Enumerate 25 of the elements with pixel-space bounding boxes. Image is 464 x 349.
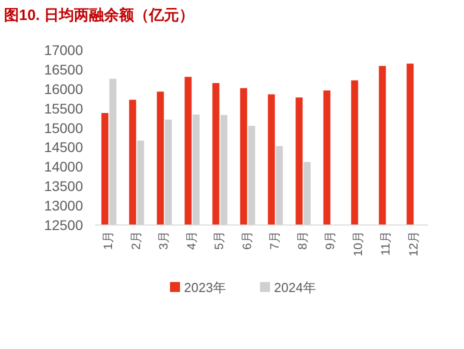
x-tick-label: 2月 <box>128 231 143 250</box>
x-tick-label: 11月 <box>378 231 393 256</box>
y-tick-label: 15000 <box>44 120 84 136</box>
y-tick-label: 14500 <box>44 139 84 156</box>
x-tick-label: 10月 <box>350 231 365 256</box>
legend-label: 2024年 <box>274 280 316 295</box>
x-tick-label: 3月 <box>156 231 171 250</box>
x-tick-label: 4月 <box>184 231 198 250</box>
y-tick-label: 12500 <box>44 217 84 233</box>
y-tick-label: 14000 <box>44 158 84 175</box>
y-tick-label: 13500 <box>44 178 84 194</box>
x-tick-label: 9月 <box>323 231 338 250</box>
x-tick-label: 6月 <box>240 231 254 250</box>
chart-title: 图10. 日均两融余额（亿元） <box>4 6 194 24</box>
y-tick-label: 13000 <box>44 198 84 214</box>
x-tick-label: 1月 <box>101 231 116 250</box>
x-tick-label: 12月 <box>406 231 420 256</box>
x-tick-label: 7月 <box>268 231 282 250</box>
y-tick-label: 15500 <box>44 100 84 116</box>
y-tick-label: 16500 <box>44 61 84 78</box>
x-tick-label: 5月 <box>212 231 226 250</box>
x-tick-label: 8月 <box>295 231 310 250</box>
y-tick-label: 16000 <box>44 80 84 97</box>
y-tick-label: 17000 <box>44 42 84 58</box>
legend-label: 2023年 <box>184 280 226 295</box>
